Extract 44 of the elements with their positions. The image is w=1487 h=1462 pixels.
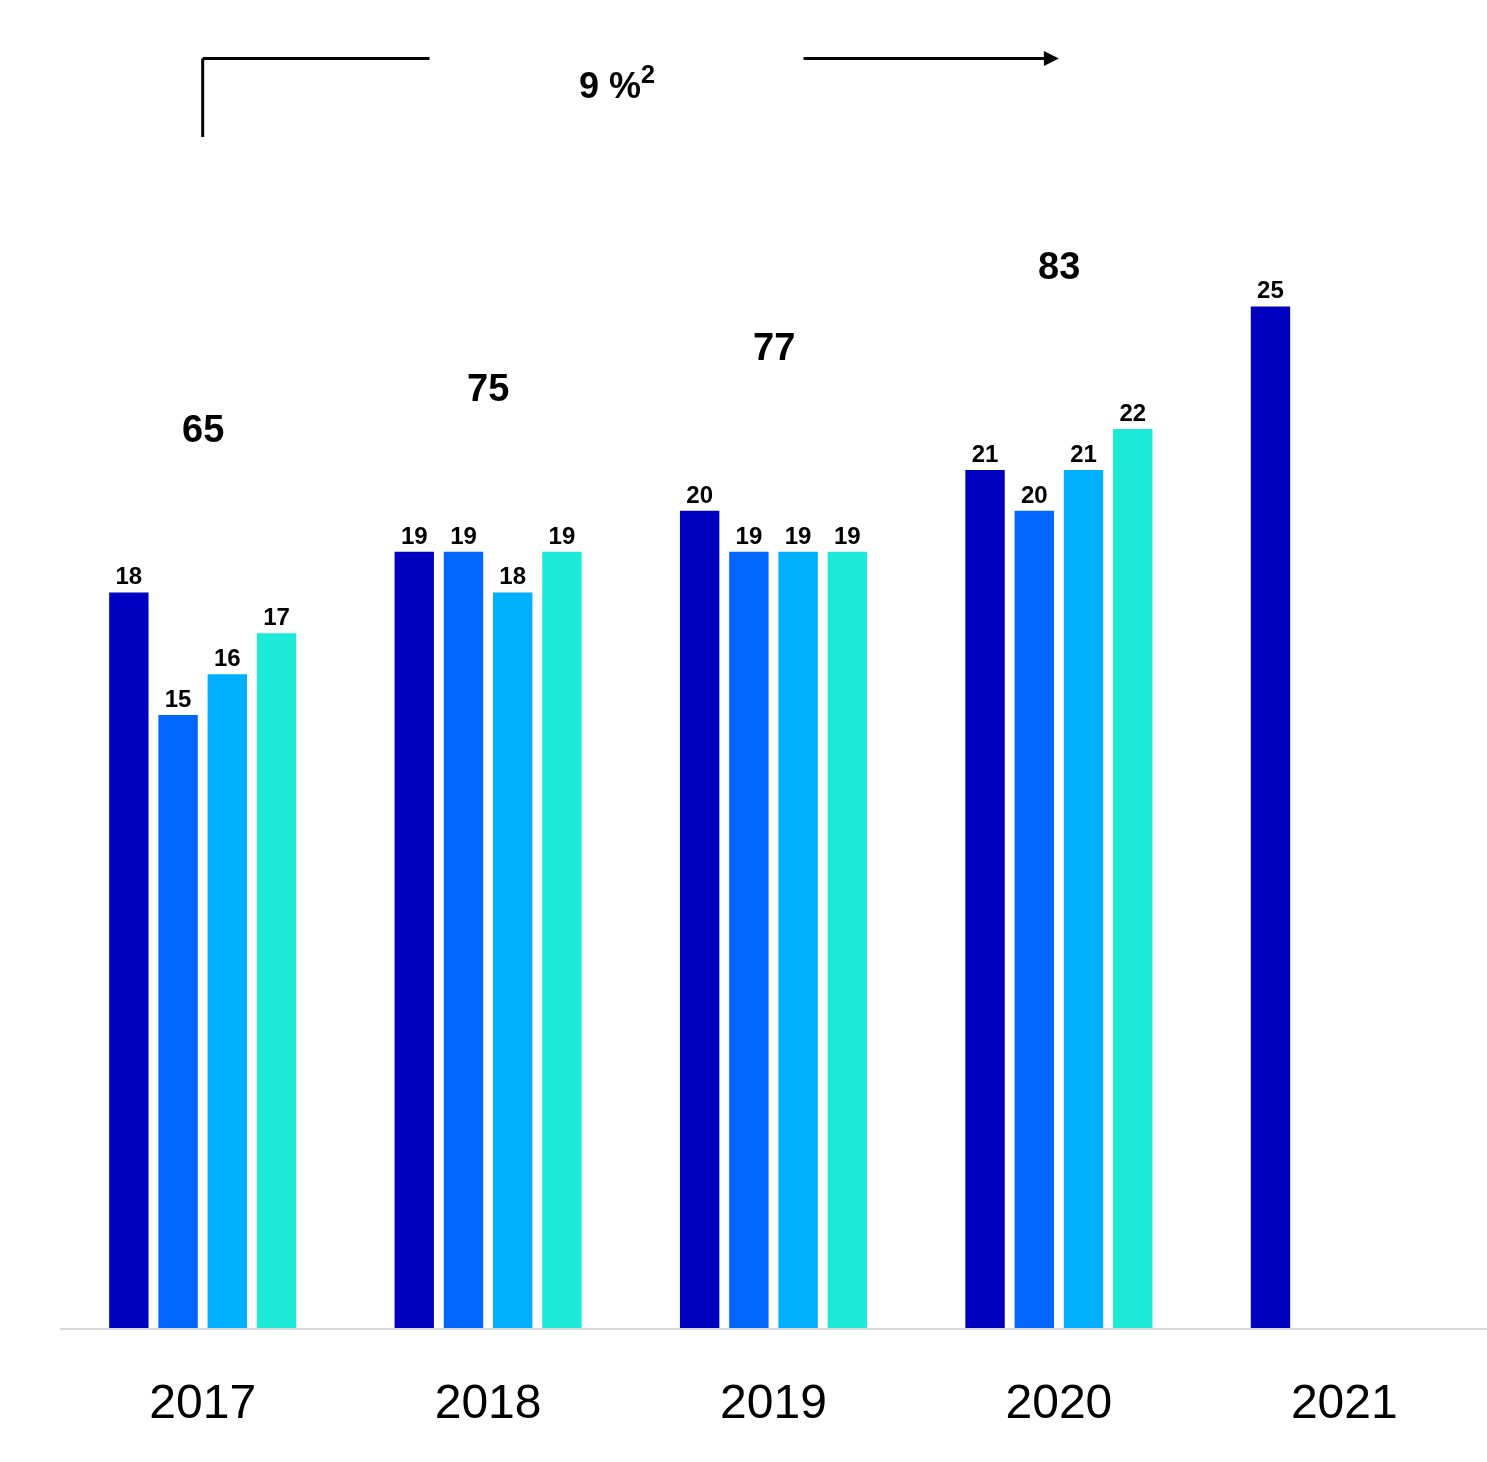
bar	[965, 469, 1005, 1328]
annotation: 65	[182, 408, 225, 450]
x-tick-label: 2018	[434, 1374, 542, 1428]
data-label: 16	[213, 644, 241, 672]
bar	[1014, 510, 1054, 1328]
data-label: 19	[548, 521, 576, 549]
bar	[493, 592, 533, 1328]
bar	[207, 674, 248, 1328]
bar	[542, 551, 582, 1328]
bar	[1063, 469, 1104, 1328]
bar	[443, 551, 484, 1328]
data-label: 22	[1119, 399, 1147, 427]
annotation: 9 %$^{2}$	[579, 60, 656, 107]
x-tick-label: 2019	[720, 1374, 827, 1428]
data-label: 19	[400, 521, 428, 549]
bar	[256, 633, 297, 1328]
data-label: 25	[1257, 276, 1284, 304]
bar	[394, 551, 434, 1328]
data-label: 18	[499, 562, 527, 590]
x-tick-label: 2021	[1290, 1374, 1398, 1428]
data-label: 17	[263, 603, 290, 631]
data-label: 19	[735, 521, 763, 549]
data-label: 21	[1070, 439, 1097, 467]
bar	[778, 551, 818, 1328]
bar	[1113, 429, 1153, 1328]
data-label: 18	[115, 562, 143, 590]
data-label: 15	[164, 685, 192, 713]
data-label: 21	[971, 439, 999, 467]
bar	[158, 715, 198, 1328]
annotation: 83	[1038, 245, 1081, 287]
bar	[827, 551, 868, 1328]
x-tick-label: 2020	[1005, 1374, 1113, 1428]
data-label: 20	[1020, 480, 1048, 508]
bar	[679, 510, 720, 1328]
data-label: 19	[784, 521, 812, 549]
data-label: 19	[450, 521, 477, 549]
data-label: 20	[686, 480, 714, 508]
bar	[1250, 306, 1291, 1328]
bar	[729, 551, 769, 1328]
annotation: 75	[467, 367, 510, 409]
x-tick-label: 2017	[149, 1374, 257, 1428]
annotation: 77	[753, 326, 796, 368]
bar	[109, 592, 149, 1328]
data-label: 19	[833, 521, 861, 549]
